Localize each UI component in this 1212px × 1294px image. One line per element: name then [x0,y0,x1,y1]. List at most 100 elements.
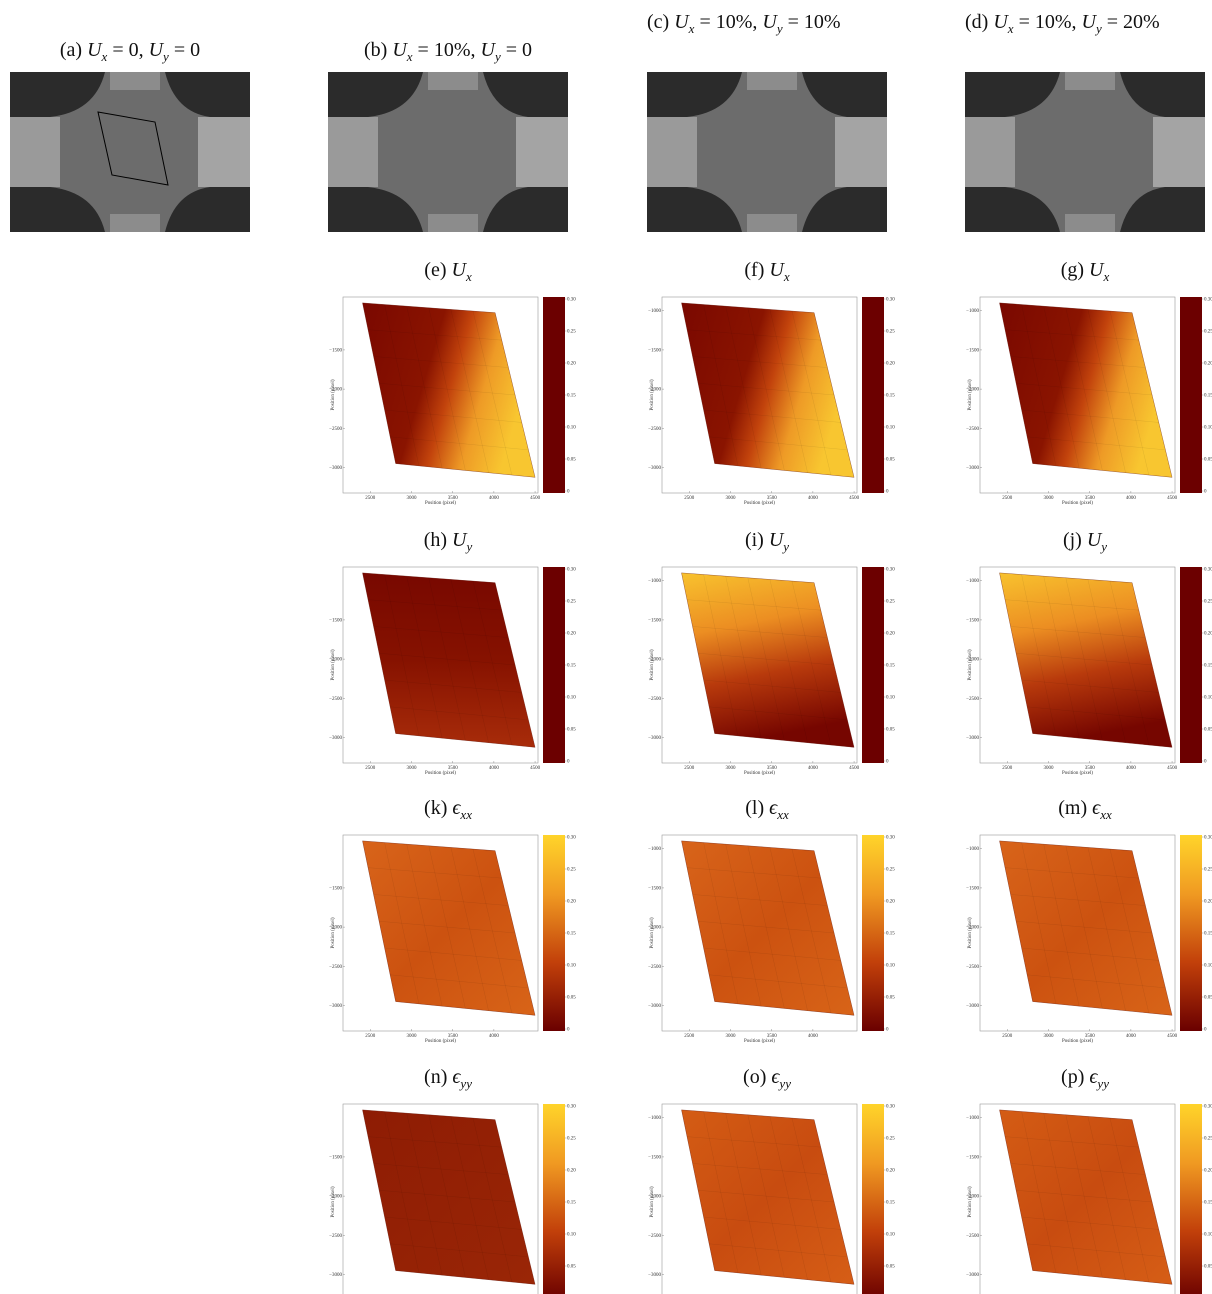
x-tick-label: 3000 [725,766,736,771]
math-subscript: xx [777,807,789,822]
mesh-line [390,706,529,721]
math-subscript: y [163,49,169,64]
colorbar-label: 0 [1204,760,1207,765]
caption: (d) Ux = 10%, Uy = 20% [965,10,1205,41]
colorbar-label: 0 [1204,1028,1207,1033]
y-tick-label: −3000 [966,466,979,471]
mesh-line [1016,921,1153,934]
mesh-line [1016,1190,1153,1203]
caption: (i) Uy [647,528,887,559]
mesh-line [1065,307,1103,471]
x-tick-label: 3500 [767,496,778,501]
mesh-line [450,579,489,743]
math-subscript: y [466,539,473,554]
mesh-line [687,329,821,341]
x-axis-label: Position (pixel) [744,501,775,506]
caption-text: (k) [424,797,453,819]
caption: (o) ϵyy [647,1065,887,1096]
math-subscript: x [688,21,695,36]
x-tick-label: 2500 [1002,1034,1013,1039]
y-tick-label: −1000 [966,1116,979,1121]
y-tick-label: −2500 [648,1234,661,1239]
clamp-top [110,72,160,90]
y-axis-label: Position (pixel) [650,379,655,410]
mesh-line [687,867,821,879]
specimen-photo [965,72,1205,232]
field-plot: 25003000350040004500−1500−2000−2500−3000… [329,1103,576,1294]
x-tick-label: 3000 [1043,496,1054,501]
colorbar-label: 0.05 [886,1265,895,1270]
caption-text: (b) [363,39,393,61]
mesh-line [709,974,848,989]
x-tick-label: 4000 [489,766,500,771]
mesh-line [769,1116,808,1280]
mesh-line [472,1118,513,1283]
y-tick-label: −3000 [648,466,661,471]
clamp-bottom [747,214,797,232]
colorbar-label: 0.10 [1204,1233,1212,1238]
colorbar [543,1104,565,1294]
colorbar-label: 0 [886,490,889,495]
mesh-line [1109,1118,1150,1283]
x-tick-label: 3000 [725,496,736,501]
clamp-left [965,117,1015,187]
colorbar-label: 0.30 [567,1105,576,1110]
colorbar-label: 0.05 [1204,458,1212,463]
clamp-right [198,117,250,187]
mesh-line [1109,581,1150,746]
y-tick-label: −1500 [329,348,342,353]
x-tick-label: 4000 [1126,496,1137,501]
y-tick-label: −2500 [966,965,979,970]
mesh-line [1010,894,1146,906]
mesh-line [373,356,509,368]
y-tick-label: −2000 [966,658,979,663]
math-subscript: y [1101,539,1108,554]
mesh-line [428,307,466,471]
x-tick-label: 2500 [1002,496,1013,501]
mesh-line [368,599,502,611]
mesh-line [1043,844,1080,1007]
x-tick-label: 4500 [1167,496,1178,501]
colorbar-label: 0.25 [567,330,576,335]
mesh-line [1109,849,1150,1014]
x-axis-label: Position (pixel) [1062,771,1093,776]
y-axis-label: Position (pixel) [650,917,655,948]
caption: (m) ϵxx [965,796,1205,827]
y-tick-label: −2000 [329,926,342,931]
math-subscript: x [783,269,790,284]
mesh-line [1016,383,1153,396]
clamp-top [428,72,478,90]
colorbar-label: 0.05 [567,458,576,463]
mesh-line [769,847,808,1011]
math-symbol: U [392,39,407,61]
colorbar-label: 0.15 [1204,1201,1212,1206]
y-axis-label: Position (pixel) [968,379,973,410]
math-symbol: U [480,39,495,61]
caption-text: (h) [423,529,453,551]
y-tick-label: −3000 [648,736,661,741]
mesh-line [1087,1116,1126,1280]
colorbar-label: 0.30 [886,1105,895,1110]
mesh-line [687,599,821,611]
math-symbol: ϵ [452,797,461,819]
caption-text: (g) [1060,259,1090,281]
colorbar-label: 0.20 [567,900,576,905]
mesh-line [1065,1114,1103,1278]
colorbar-label: 0 [1204,490,1207,495]
caption-text: (f) [744,259,770,281]
mesh-line [384,947,522,961]
mesh-line [709,436,848,451]
colorbar-label: 0.30 [567,298,576,303]
mesh-line [1087,309,1126,473]
mesh-line [406,844,443,1007]
math-subscript: x [1103,269,1110,284]
colorbar-label: 0.15 [1204,664,1212,669]
caption: (n) ϵyy [328,1065,568,1096]
colorbar-label: 0.10 [886,696,895,701]
clamp-left [328,117,378,187]
colorbar-label: 0.05 [1204,728,1212,733]
math-symbol: U [1089,259,1104,281]
mesh-line [1005,1136,1139,1148]
caption: (g) Ux [965,258,1205,289]
